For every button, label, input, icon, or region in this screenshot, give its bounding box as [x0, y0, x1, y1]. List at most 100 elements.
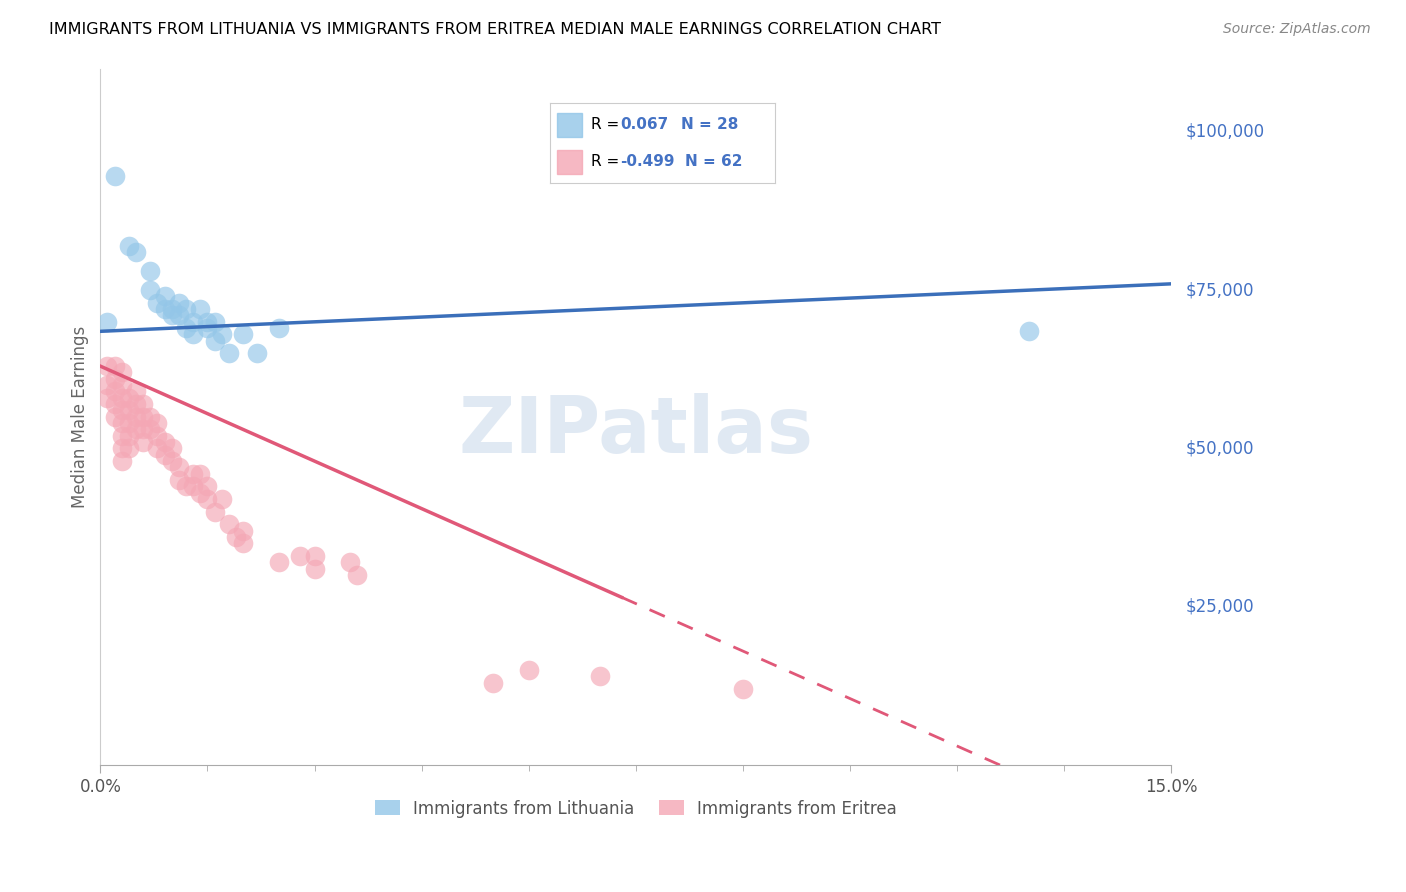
Point [118, 403, 141, 417]
Text: $25,000: $25,000 [1185, 598, 1254, 615]
Point [139, 409, 162, 424]
Point [181, 467, 204, 481]
Point [118, 239, 141, 253]
Point [197, 479, 219, 493]
Point [132, 397, 155, 411]
Point [104, 397, 127, 411]
Point [96, 315, 118, 329]
Point [111, 391, 134, 405]
Point [167, 460, 190, 475]
Point [111, 366, 134, 380]
Point [139, 283, 162, 297]
Point [146, 295, 169, 310]
Point [232, 327, 254, 342]
Point [232, 536, 254, 550]
Point [104, 409, 127, 424]
Point [167, 295, 190, 310]
Point [482, 675, 505, 690]
Text: $75,000: $75,000 [1185, 281, 1254, 299]
Point [104, 372, 127, 386]
Point [153, 435, 176, 450]
Point [304, 562, 326, 576]
Point [211, 492, 233, 507]
Point [139, 264, 162, 278]
Point [339, 556, 361, 570]
Point [104, 359, 127, 373]
Point [267, 556, 290, 570]
Point [96, 359, 118, 373]
Point [160, 442, 183, 456]
Point [132, 435, 155, 450]
Point [146, 416, 169, 430]
Point [304, 549, 326, 563]
Point [104, 384, 127, 399]
Point [153, 289, 176, 303]
Point [160, 454, 183, 468]
Point [111, 416, 134, 430]
Point [153, 302, 176, 317]
Point [218, 346, 240, 360]
Point [174, 479, 197, 493]
Point [132, 422, 155, 436]
Point [174, 302, 197, 317]
Point [111, 454, 134, 468]
Point [118, 429, 141, 443]
Point [160, 302, 183, 317]
Point [146, 429, 169, 443]
Point [125, 422, 148, 436]
Point [153, 448, 176, 462]
Text: Source: ZipAtlas.com: Source: ZipAtlas.com [1223, 22, 1371, 37]
Text: $50,000: $50,000 [1185, 440, 1254, 458]
Point [181, 327, 204, 342]
Point [517, 663, 540, 677]
Point [731, 682, 754, 697]
Point [225, 530, 247, 544]
Point [174, 321, 197, 335]
Point [197, 492, 219, 507]
Point [111, 442, 134, 456]
Point [118, 416, 141, 430]
Point [104, 169, 127, 184]
Point [118, 442, 141, 456]
Point [167, 473, 190, 487]
Text: IMMIGRANTS FROM LITHUANIA VS IMMIGRANTS FROM ERITREA MEDIAN MALE EARNINGS CORREL: IMMIGRANTS FROM LITHUANIA VS IMMIGRANTS … [49, 22, 941, 37]
Point [188, 302, 211, 317]
Point [132, 409, 155, 424]
Point [204, 505, 226, 519]
Text: ZIPatlas: ZIPatlas [458, 392, 814, 468]
Point [218, 517, 240, 532]
Point [204, 315, 226, 329]
Text: $100,000: $100,000 [1185, 123, 1264, 141]
Point [146, 442, 169, 456]
Point [232, 524, 254, 538]
Legend: Immigrants from Lithuania, Immigrants from Eritrea: Immigrants from Lithuania, Immigrants fr… [368, 793, 904, 824]
Point [197, 321, 219, 335]
Point [167, 309, 190, 323]
Point [160, 309, 183, 323]
Point [125, 384, 148, 399]
Point [211, 327, 233, 342]
Point [139, 422, 162, 436]
Point [290, 549, 312, 563]
Point [188, 467, 211, 481]
Point [1018, 324, 1040, 338]
Point [96, 391, 118, 405]
Point [197, 315, 219, 329]
Point [246, 346, 269, 360]
Point [188, 485, 211, 500]
Point [125, 409, 148, 424]
Point [125, 397, 148, 411]
Point [111, 378, 134, 392]
Point [204, 334, 226, 348]
Point [111, 429, 134, 443]
Point [96, 378, 118, 392]
Point [267, 321, 290, 335]
Point [181, 315, 204, 329]
Point [181, 479, 204, 493]
Point [125, 245, 148, 260]
Point [346, 568, 368, 582]
Point [589, 669, 612, 683]
Point [118, 391, 141, 405]
Y-axis label: Median Male Earnings: Median Male Earnings [72, 326, 89, 508]
Point [111, 403, 134, 417]
